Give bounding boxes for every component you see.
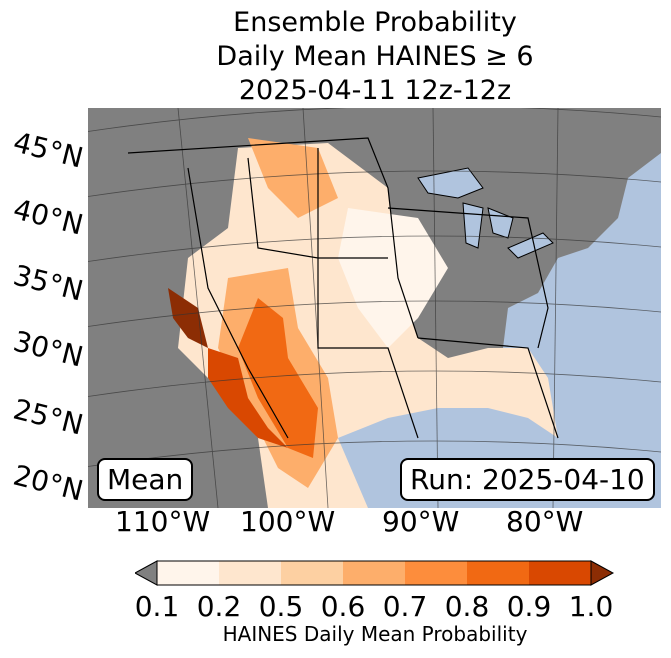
graticule bbox=[88, 108, 661, 508]
title-line-3: 2025-04-11 12z-12z bbox=[238, 75, 512, 106]
colorbar-segment bbox=[343, 561, 405, 585]
colorbar-segment bbox=[281, 561, 343, 585]
prob-region-lowest bbox=[338, 208, 448, 348]
colorbar-label: HAINES Daily Mean Probability bbox=[222, 622, 528, 646]
colorbar-segment bbox=[405, 561, 467, 585]
lat-label-25: 25°N bbox=[10, 392, 87, 442]
lon-label-80: 80°W bbox=[506, 505, 584, 538]
great-lakes bbox=[417, 167, 554, 259]
colorbar-segment bbox=[467, 561, 529, 585]
lon-label-90: 90°W bbox=[382, 505, 460, 538]
state-borders bbox=[127, 137, 559, 439]
colorbar-under-arrow bbox=[135, 560, 158, 586]
colorbar-tick-5: 0.8 bbox=[444, 590, 490, 623]
lon-label-110: 110°W bbox=[115, 505, 211, 538]
colorbar-segment bbox=[157, 561, 219, 585]
title-line-1: Ensemble Probability bbox=[233, 7, 517, 38]
lat-label-20: 20°N bbox=[10, 458, 87, 508]
lat-label-40: 40°N bbox=[10, 192, 87, 242]
colorbar-segment bbox=[219, 561, 281, 585]
colorbar-over-arrow bbox=[590, 560, 615, 586]
lat-label-30: 30°N bbox=[10, 324, 87, 374]
prob-region-mid bbox=[248, 138, 338, 218]
colorbar-tick-4: 0.7 bbox=[382, 590, 428, 623]
mean-badge: Mean bbox=[97, 458, 194, 501]
colorbar-tick-0: 0.1 bbox=[134, 590, 180, 623]
title-line-2: Daily Mean HAINES ≥ 6 bbox=[216, 41, 534, 72]
lat-label-35: 35°N bbox=[10, 258, 87, 308]
colorbar bbox=[135, 560, 615, 586]
run-date-badge: Run: 2025-04-10 bbox=[400, 458, 655, 501]
lat-label-45: 45°N bbox=[10, 125, 87, 175]
colorbar-tick-2: 0.5 bbox=[258, 590, 304, 623]
colorbar-tick-7: 1.0 bbox=[568, 590, 614, 623]
colorbar-segment bbox=[529, 561, 591, 585]
prob-region-max bbox=[168, 288, 208, 348]
prob-region-very-high bbox=[208, 348, 288, 448]
colorbar-tick-6: 0.9 bbox=[506, 590, 552, 623]
prob-region-high bbox=[238, 298, 318, 458]
lon-label-100: 100°W bbox=[240, 505, 336, 538]
map-panel bbox=[88, 108, 661, 508]
colorbar-tick-3: 0.6 bbox=[320, 590, 366, 623]
colorbar-tick-1: 0.2 bbox=[196, 590, 242, 623]
